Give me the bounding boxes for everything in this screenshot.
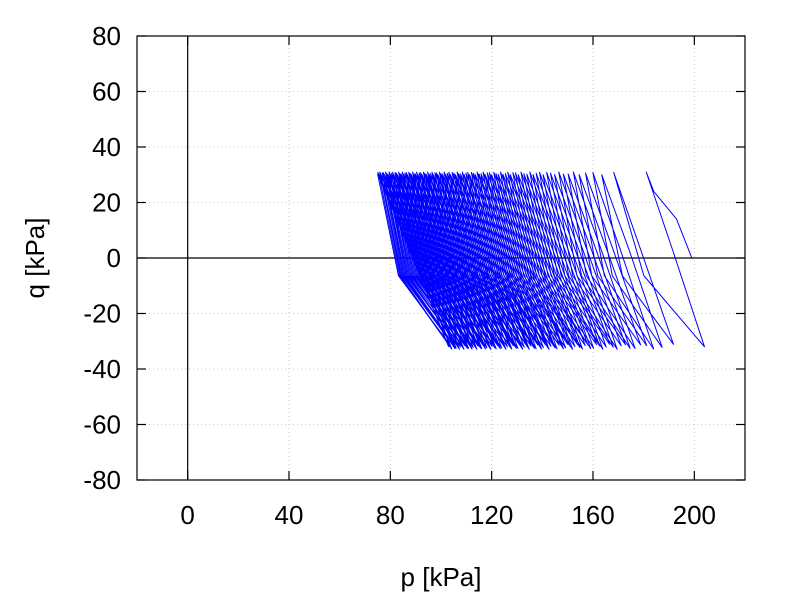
y-axis-title: q [kPa]: [20, 218, 50, 299]
x-axis-title: p [kPa]: [401, 562, 482, 592]
y-tick-label: -80: [83, 465, 121, 495]
y-tick-label: -40: [83, 354, 121, 384]
x-tick-label: 120: [470, 500, 513, 530]
x-tick-label: 160: [571, 500, 614, 530]
axis-ticks: [137, 35, 745, 481]
y-tick-label: 40: [92, 132, 121, 162]
x-tick-label: 40: [275, 500, 304, 530]
y-tick-label: -20: [83, 299, 121, 329]
series-group: [377, 171, 705, 350]
y-tick-label: 0: [107, 243, 121, 273]
y-tick-label: -60: [83, 410, 121, 440]
y-tick-label: 20: [92, 188, 121, 218]
x-tick-label: 0: [180, 500, 194, 530]
y-tick-label: 60: [92, 77, 121, 107]
x-tick-label: 80: [376, 500, 405, 530]
x-tick-label: 200: [673, 500, 716, 530]
series-line: [377, 171, 705, 350]
y-tick-label: 80: [92, 21, 121, 51]
